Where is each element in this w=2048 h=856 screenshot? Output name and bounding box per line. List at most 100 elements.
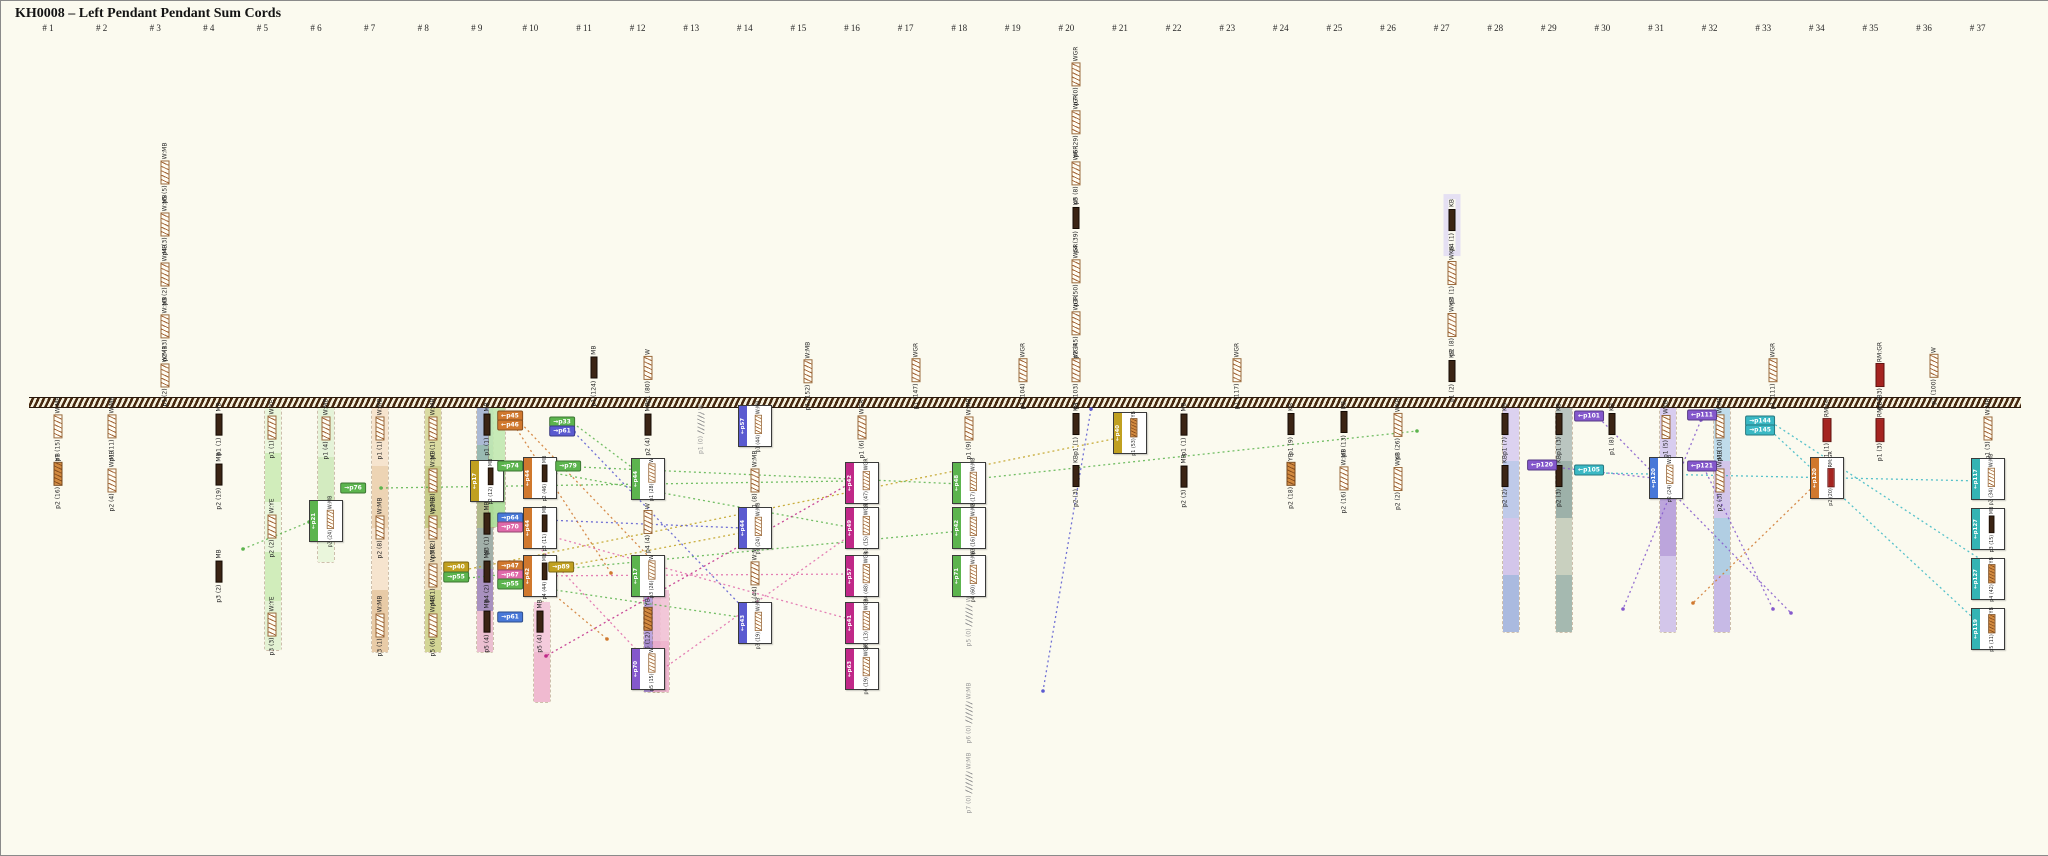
color-code: W [1930,347,1937,354]
color-code: W:B [1666,454,1673,464]
sum-box-tab-label: ←p17 [471,472,478,490]
pendant-label: p2 (19) [214,487,222,510]
pendant-item: p2 (2) KB [1501,454,1509,508]
sum-box-row: p2 (24) W:B [1666,454,1674,502]
knot-glyph [1286,459,1295,489]
color-code: WGR [1072,295,1080,311]
knot-glyph [375,611,384,640]
pendant-label: p6 (19) [862,676,869,695]
cord-band-segment [318,456,334,510]
pendant-label: p1 (6) [858,440,865,459]
sum-box-tab: ←p17 [631,556,640,596]
knot-glyph [750,466,759,495]
sum-box-body: p5 (15) W [640,647,664,691]
color-code: W:MB [1715,450,1723,468]
pendant-label: p1 (1) [375,441,383,460]
pendant-item: p2 (16) YB [54,453,62,509]
color-code: RM:GR [1822,396,1830,418]
color-code: MB [482,549,490,559]
color-code: W:MB [322,398,329,416]
arrow-chip: →p145 [1745,424,1775,436]
knot-glyph [54,412,62,441]
color-code: YB [54,453,61,461]
color-code: W:MB [755,400,762,414]
arrow-chip: ←p111 [1687,409,1717,421]
color-code: MB [487,458,494,466]
sum-box-tab-label: ←p43 [739,614,746,632]
sum-box-body: p4 (42) YB [1980,557,2004,601]
pendant-label: p3 (15) [862,535,869,554]
sum-box-tab: ←p127 [1971,559,1980,599]
knot-glyph [1448,360,1456,383]
knot-glyph [161,260,170,289]
sum-box-row: p2 (12) MB [488,458,494,504]
sum-box-body: p4 (48) WGR [854,551,878,601]
knot-glyph [1983,414,1992,443]
column-header: # 18 [951,23,968,33]
pendant-item: p7 (0) W:MB [965,753,973,813]
sum-box-tab-label: ←p42 [525,567,532,585]
sum-box-body: p2 (24) W:B [1658,454,1682,502]
sum-box: ←p40 p1 (53) YB [1113,411,1147,456]
sum-box-body: p5 (13) WGR [854,598,878,648]
knot-glyph [487,467,494,485]
column-header: # 29 [1540,23,1557,33]
sum-box-row: p5 (13) WGR [862,597,870,648]
knot-glyph [1180,465,1188,488]
pendant-label: p5 (4) [536,634,544,653]
link-endpoint [609,571,613,575]
pendant-label: p2 (2) [1501,489,1509,508]
pendant-label: p2 (16) [1340,491,1348,514]
arrow-chip: →p55 [497,578,523,590]
column-header: # 14 [736,23,753,33]
sum-box-body: p1 (24) W:MB [747,502,771,554]
arrow-chip: ←p46 [497,419,523,431]
sum-box-body: p3 (11) MB [532,505,556,551]
column-header: # 31 [1648,23,1664,33]
pendant-item: p2 (4) MB [644,402,652,456]
knot-glyph [970,469,977,493]
column-header: # 24 [1272,23,1289,33]
pendant-label: p1 (53) [1130,437,1137,456]
link-line [458,436,1124,572]
pendant-label: p1 (1) [1179,437,1187,456]
top-cord-item: p1 (2) W:MB [161,346,170,406]
pendant-label: p3 (15) [1988,534,1994,552]
sum-box: ←p44 p1 (28) W [630,457,665,501]
color-code: KB [1501,454,1509,464]
knot-glyph [697,411,705,434]
knot-glyph [541,514,548,532]
knot-glyph [1072,356,1081,385]
pendant-item: p2 (18) YB [1286,453,1295,509]
sum-box-tab: ←p57 [738,406,747,446]
color-code: W:MB [375,497,383,515]
sum-box-row: p3 (11) MB [541,505,548,551]
sum-box-tab: ←p49 [846,508,854,548]
pendant-item: p3 (2) MB [215,549,223,603]
knot-glyph [1827,466,1834,489]
sum-box-body: p4 (60) W:MB [961,550,985,602]
column-header: # 13 [683,23,700,33]
sum-box-tab: ←p43 [738,603,747,643]
pendant-label: p2 (3) [1715,493,1723,512]
color-code: WGR [862,597,869,610]
sum-box-row: p1 (44) W:MB [756,400,762,452]
link-line [1042,408,1092,692]
knot-glyph [965,604,973,627]
sum-box-tab: ←p17 [470,461,479,501]
sum-box-row: p2 (46) MB [541,455,548,501]
knot-glyph [862,513,870,537]
column-header: # 32 [1701,23,1718,33]
knot-glyph [590,356,598,379]
pendant-item: p2 (3) KB [1072,455,1080,507]
knot-glyph [755,514,762,538]
pendant-item: p2 (3) MB [1180,454,1188,508]
color-code: KB [1447,349,1455,359]
knot-glyph [755,412,762,436]
sum-box: ←p41 p5 (13) WGR [845,598,879,648]
color-code: W:MB [1340,448,1348,466]
link-line [973,430,1418,480]
knot-glyph [1608,413,1616,436]
link-endpoint [605,637,609,641]
knot-glyph [1876,361,1885,390]
